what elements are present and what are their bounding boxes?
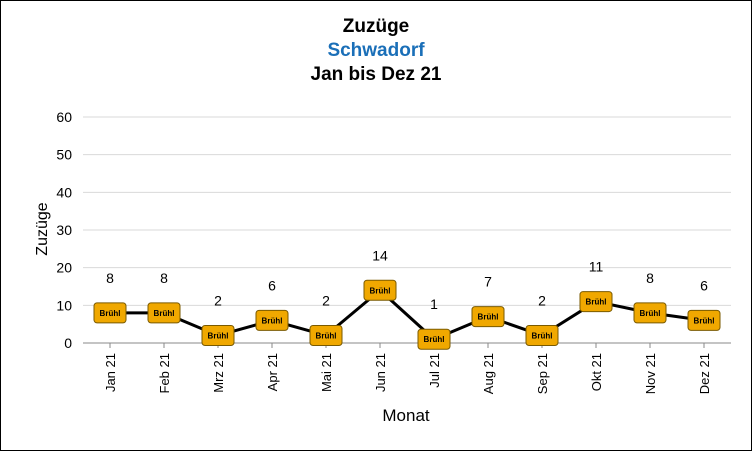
data-label: 14 xyxy=(372,247,388,263)
marker-box xyxy=(687,309,721,331)
series-line-path xyxy=(110,288,705,341)
data-label: 2 xyxy=(322,292,330,308)
chart-subtitle: Schwadorf xyxy=(327,40,425,61)
chart-period: Jan bis Dez 21 xyxy=(310,64,442,85)
marker-label: Brühl xyxy=(424,335,445,344)
data-label: 8 xyxy=(646,270,654,286)
data-labels: 8 8 2 6 2 14 1 7 2 11 8 6 xyxy=(106,247,708,312)
data-label: 1 xyxy=(430,296,438,312)
marker-label: Brühl xyxy=(640,309,661,318)
x-tick-label: Mai 21 xyxy=(319,353,334,392)
data-label: 2 xyxy=(214,292,222,308)
data-marker: Brühl xyxy=(309,324,343,346)
marker-label: Brühl xyxy=(478,313,499,322)
marker-box xyxy=(525,324,559,346)
marker-box xyxy=(93,302,127,324)
marker-label: Brühl xyxy=(532,331,553,340)
marker-box xyxy=(579,291,613,313)
x-tick-label: Jul 21 xyxy=(427,353,442,388)
x-tick-label: Mrz 21 xyxy=(211,353,226,393)
marker-label: Brühl xyxy=(586,298,607,307)
x-tick-labels: Jan 21 Feb 21 Mrz 21 Apr 21 Mai 21 Jun 21 Jul … xyxy=(103,343,712,394)
y-tick-label: 60 xyxy=(56,109,72,125)
x-tick-label: Sep 21 xyxy=(535,353,550,394)
data-marker: Brühl xyxy=(255,309,289,331)
y-tick-label: 20 xyxy=(56,260,72,276)
x-tick-label: Aug 21 xyxy=(481,353,496,394)
marker-box xyxy=(147,302,181,324)
x-tick-label: Jan 21 xyxy=(103,353,118,392)
y-tick-labels: 0 10 20 30 40 50 60 xyxy=(56,109,72,351)
data-marker: Brühl xyxy=(201,324,235,346)
data-label: 8 xyxy=(106,270,114,286)
data-marker: Brühl xyxy=(147,302,181,324)
marker-box xyxy=(417,328,451,350)
data-label: 11 xyxy=(589,259,604,275)
marker-box xyxy=(309,324,343,346)
data-label: 7 xyxy=(484,274,492,290)
marker-box xyxy=(471,306,505,328)
marker-label: Brühl xyxy=(316,331,337,340)
y-tick-label: 0 xyxy=(64,335,72,351)
x-tick-label: Nov 21 xyxy=(643,353,658,394)
data-marker: Brühl xyxy=(687,309,721,331)
data-marker: Brühl xyxy=(363,279,397,301)
marker-label: Brühl xyxy=(154,309,175,318)
x-tick-label: Feb 21 xyxy=(157,353,172,393)
marker-label: Brühl xyxy=(262,316,283,325)
marker-box xyxy=(201,324,235,346)
gridlines xyxy=(83,116,731,344)
series-line xyxy=(110,288,705,341)
y-axis-label: Zuzüge xyxy=(34,202,51,255)
marker-box xyxy=(363,279,397,301)
chart-title: Zuzüge xyxy=(342,16,410,37)
data-label: 8 xyxy=(160,270,168,286)
marker-label: Brühl xyxy=(208,331,229,340)
x-axis-label: Monat xyxy=(382,406,430,425)
data-markers: Brühl Brühl Brühl Brühl Brühl Brühl Brühl Brühl… xyxy=(93,279,721,350)
x-tick-label: Jun 21 xyxy=(373,353,388,392)
data-marker: Brühl xyxy=(579,291,613,313)
y-tick-label: 50 xyxy=(56,147,72,163)
y-tick-label: 30 xyxy=(56,222,72,238)
data-marker: Brühl xyxy=(93,302,127,324)
data-marker: Brühl xyxy=(417,328,451,350)
y-tick-label: 40 xyxy=(56,184,72,200)
data-marker: Brühl xyxy=(471,306,505,328)
data-marker: Brühl xyxy=(633,302,667,324)
y-tick-label: 10 xyxy=(56,297,72,313)
data-marker: Brühl xyxy=(525,324,559,346)
data-label: 6 xyxy=(700,277,708,293)
marker-box xyxy=(255,309,289,331)
x-tick-label: Dez 21 xyxy=(697,353,712,394)
data-label: 2 xyxy=(538,292,546,308)
marker-label: Brühl xyxy=(100,309,121,318)
marker-box xyxy=(633,302,667,324)
x-tick-label: Apr 21 xyxy=(265,353,280,391)
data-label: 6 xyxy=(268,277,276,293)
x-tick-label: Okt 21 xyxy=(589,353,604,391)
marker-label: Brühl xyxy=(370,286,391,295)
marker-label: Brühl xyxy=(694,316,715,325)
title-block: Zuzüge Schwadorf Jan bis Dez 21 xyxy=(1,15,751,87)
